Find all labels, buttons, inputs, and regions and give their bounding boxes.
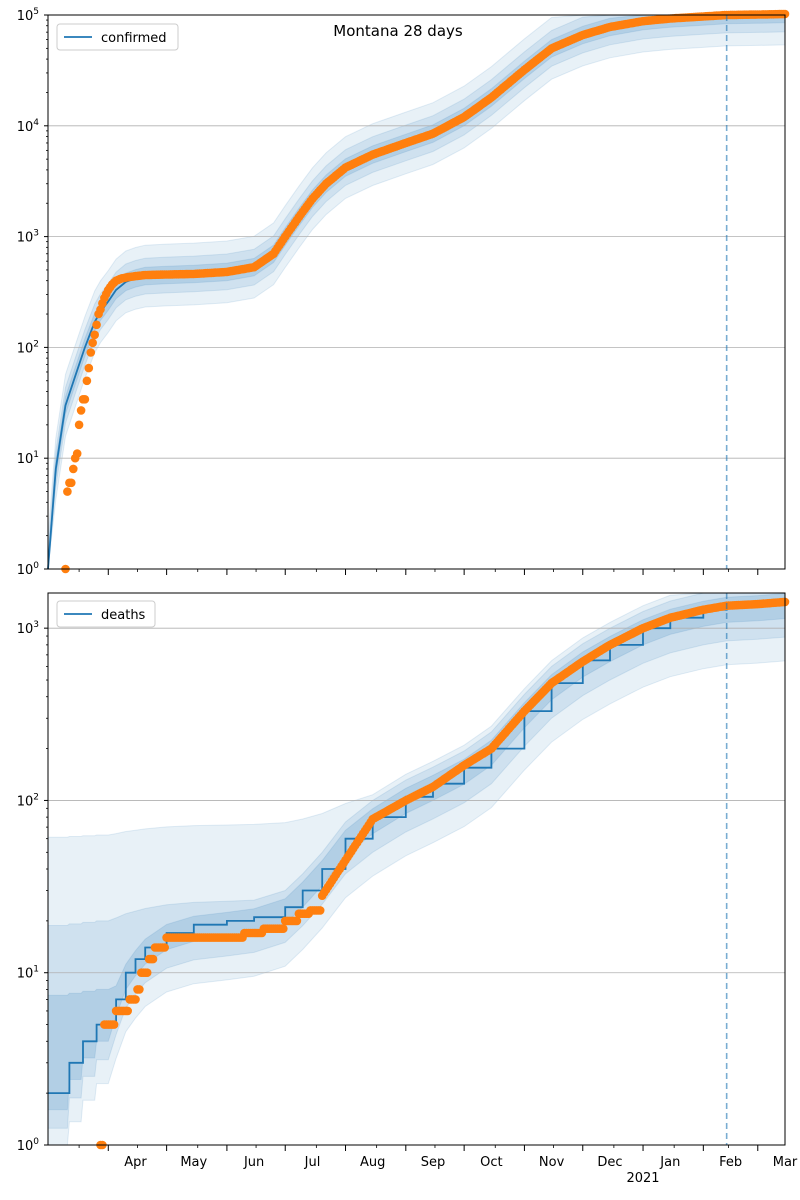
deaths-xtick-label-11: Mar (773, 1155, 798, 1170)
deaths-xtick-label-0: Apr (124, 1155, 147, 1170)
deaths-legend-label: deaths (101, 608, 146, 623)
confirmed-ytick-label-3: 103 (17, 229, 39, 246)
deaths-ytick-label-2: 102 (17, 792, 39, 809)
deaths-legend: deaths (56, 600, 156, 628)
deaths-panel: 100 101 102 103 Apr May Jun Jul Aug Sep Oct Nov Dec… (17, 592, 798, 1186)
deaths-legend-box (56, 600, 156, 628)
x-year-label: 2021 (626, 1171, 659, 1186)
deaths-ytick-label-3: 103 (17, 620, 39, 637)
deaths-x-ticks: Apr May Jun Jul Aug Sep Oct Nov Dec Jan Feb Mar (78, 1145, 798, 1170)
deaths-point-94 (279, 924, 288, 933)
confirmed-legend-label: confirmed (101, 31, 167, 46)
deaths-ytick-label-0: 100 (17, 1137, 40, 1154)
deaths-point-27 (148, 954, 158, 964)
deaths-point-14 (123, 1006, 132, 1016)
deaths-point-33 (160, 943, 169, 952)
confirmed-ytick-label-1: 101 (17, 450, 39, 467)
confirmed-point-3 (67, 478, 76, 488)
deaths-ytick-label-1: 101 (17, 965, 39, 982)
confirmed-ytick-label-2: 102 (17, 339, 39, 356)
confirmed-point-16 (92, 320, 101, 330)
deaths-y-tick-labels: 100 101 102 103 (17, 620, 48, 1154)
confirmed-point-6 (72, 449, 82, 458)
confirmed-point-13 (86, 348, 96, 357)
confirmed-point-7 (74, 420, 84, 430)
confirmed-legend-box (56, 23, 179, 51)
deaths-xtick-label-4: Aug (360, 1155, 385, 1170)
confirmed-point-1 (63, 487, 72, 496)
confirmed-ytick-label-4: 104 (17, 118, 40, 135)
confirmed-point-12 (84, 363, 94, 373)
confirmed-y-tick-labels: 100 101 102 103 104 105 (17, 7, 48, 578)
confirmed-panel: 100 101 102 103 104 105 confirmed Montana 28 … (17, 7, 790, 578)
confirmed-point-14 (88, 338, 97, 348)
deaths-xtick-label-7: Nov (539, 1155, 565, 1170)
chart-title: Montana 28 days (333, 22, 463, 40)
deaths-point-7 (109, 1020, 119, 1029)
deaths-xtick-label-1: May (180, 1155, 207, 1170)
deaths-xtick-label-5: Sep (421, 1155, 446, 1170)
deaths-xtick-label-3: Jul (304, 1155, 321, 1170)
deaths-point-24 (142, 968, 152, 977)
deaths-point-20 (135, 985, 144, 994)
deaths-point-18 (131, 995, 140, 1004)
deaths-point-113 (315, 906, 325, 915)
deaths-xtick-label-9: Jan (659, 1155, 680, 1170)
confirmed-point-15 (90, 330, 99, 340)
deaths-xtick-label-2: Jun (243, 1155, 264, 1170)
confirmed-ytick-label-5: 105 (17, 7, 39, 24)
deaths-observed-points (96, 597, 790, 1150)
confirmed-point-10 (80, 395, 90, 404)
confirmed-axes (47, 14, 786, 570)
confirmed-point-8 (76, 406, 86, 415)
confirmed-point-370 (780, 9, 790, 19)
confirmed-axes-frame (47, 14, 786, 570)
confirmed-point-4 (69, 464, 78, 474)
deaths-xtick-label-8: Dec (597, 1155, 622, 1170)
deaths-point-101 (292, 916, 302, 926)
confirmed-legend: confirmed (56, 23, 179, 51)
confirmed-x-ticks (78, 569, 759, 575)
confirmed-ytick-label-0: 100 (17, 561, 40, 578)
deaths-xtick-label-10: Feb (719, 1155, 742, 1170)
deaths-xtick-label-6: Oct (480, 1155, 502, 1170)
confirmed-observed-points (61, 9, 790, 574)
confirmed-point-11 (82, 376, 92, 386)
